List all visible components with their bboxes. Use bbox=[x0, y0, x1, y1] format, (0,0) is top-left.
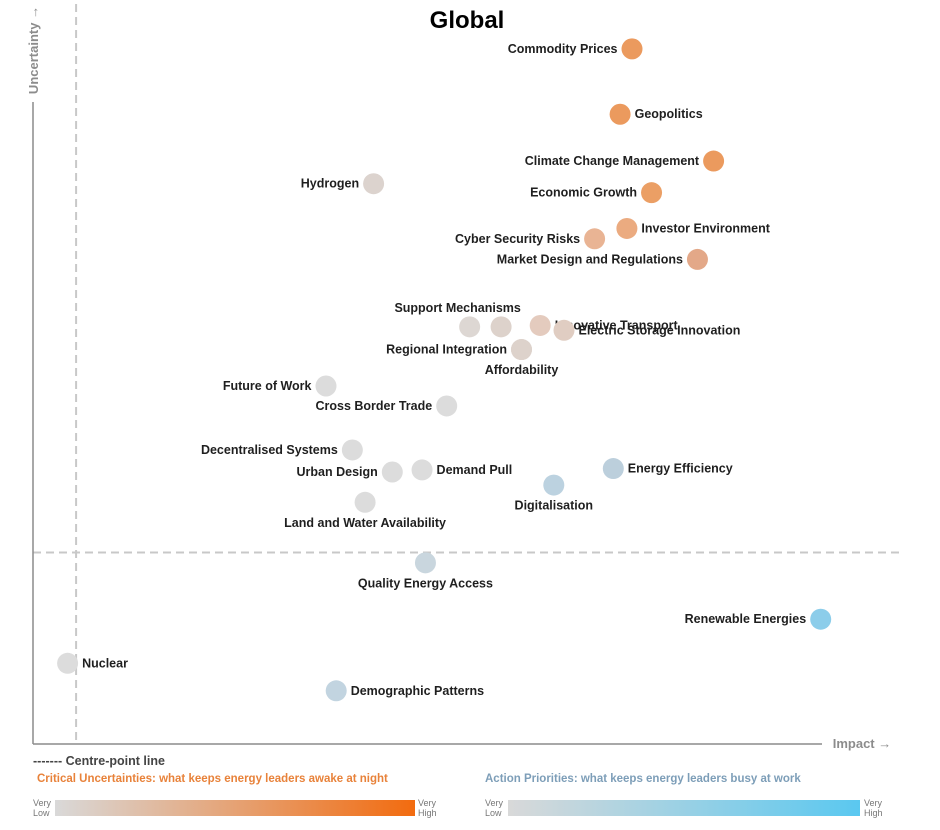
action-scale-high-label: Very High bbox=[864, 798, 883, 818]
data-point bbox=[436, 395, 458, 417]
data-label: Cyber Security Risks bbox=[455, 232, 580, 246]
critical-scale-low-label: Very Low bbox=[33, 798, 52, 818]
data-point bbox=[616, 217, 638, 239]
data-label: Demand Pull bbox=[437, 463, 513, 477]
data-label: Electric Storage Innovation bbox=[579, 323, 741, 337]
data-label: Climate Change Management bbox=[525, 154, 700, 168]
data-label: Urban Design bbox=[297, 465, 378, 479]
data-point bbox=[414, 552, 436, 574]
x-axis-label: Impact → bbox=[833, 736, 892, 751]
data-label: Investor Environment bbox=[641, 221, 770, 235]
data-label: Economic Growth bbox=[530, 186, 637, 200]
data-label: Nuclear bbox=[82, 656, 128, 670]
data-point bbox=[354, 491, 376, 513]
data-point bbox=[381, 461, 403, 483]
data-point bbox=[621, 38, 643, 60]
chart-title: Global bbox=[430, 7, 505, 34]
action-scale-low-label: Very Low bbox=[485, 798, 504, 818]
action-priorities-title: Action Priorities: what keeps energy lea… bbox=[485, 773, 801, 785]
data-point bbox=[325, 680, 347, 702]
data-point bbox=[686, 248, 708, 270]
critical-color-scale bbox=[55, 800, 415, 816]
data-label: Land and Water Availability bbox=[284, 516, 446, 530]
data-label: Affordability bbox=[485, 363, 559, 377]
data-label: Quality Energy Access bbox=[358, 576, 493, 590]
data-point bbox=[609, 103, 631, 125]
data-label: Digitalisation bbox=[515, 499, 593, 513]
data-point bbox=[411, 459, 433, 481]
data-points: Commodity Prices Geopolitics Climate Chang… bbox=[57, 38, 832, 702]
data-point bbox=[529, 314, 551, 336]
data-label: Energy Efficiency bbox=[628, 462, 733, 476]
data-label: Support Mechanisms bbox=[394, 301, 520, 315]
y-axis-label: Uncertainty → bbox=[26, 6, 41, 94]
centre-point-lines bbox=[33, 4, 900, 744]
data-point bbox=[511, 339, 532, 361]
data-point bbox=[315, 375, 337, 397]
centre-line-legend: ------- Centre-point line bbox=[33, 754, 165, 768]
data-point bbox=[810, 608, 832, 630]
data-label: Decentralised Systems bbox=[201, 443, 338, 457]
data-point bbox=[490, 316, 512, 338]
data-label: Geopolitics bbox=[635, 107, 703, 121]
data-label: Regional Integration bbox=[386, 343, 507, 357]
data-point bbox=[584, 228, 606, 250]
critical-scale-high-label: Very High bbox=[418, 798, 437, 818]
data-point bbox=[57, 652, 79, 674]
axes bbox=[32, 102, 822, 745]
data-label: Hydrogen bbox=[301, 177, 359, 191]
data-label: Renewable Energies bbox=[685, 612, 807, 626]
data-point bbox=[602, 458, 624, 480]
critical-uncertainties-title: Critical Uncertainties: what keeps energ… bbox=[37, 773, 388, 785]
data-label: Innovative Transport bbox=[555, 318, 679, 332]
action-color-scale bbox=[508, 800, 860, 816]
data-label: Market Design and Regulations bbox=[497, 252, 683, 266]
data-label: Cross Border Trade bbox=[315, 399, 432, 413]
data-point bbox=[341, 439, 363, 461]
data-label: Commodity Prices bbox=[508, 42, 618, 56]
data-point bbox=[543, 474, 565, 496]
data-point bbox=[641, 182, 663, 204]
data-point bbox=[703, 150, 725, 172]
data-label: Demographic Patterns bbox=[351, 684, 484, 698]
data-point bbox=[553, 319, 575, 341]
data-point bbox=[363, 173, 385, 195]
data-point bbox=[459, 316, 481, 338]
data-label: Future of Work bbox=[223, 379, 312, 393]
